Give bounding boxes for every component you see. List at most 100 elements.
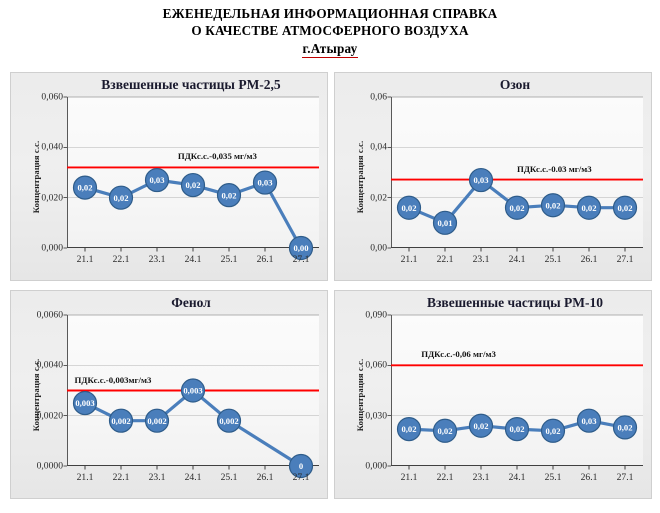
data-point-label: 0,02 [545, 426, 560, 436]
data-point-label: 0,02 [113, 193, 128, 203]
x-axis-ticks: 21.1 22.1 23.1 24.1 25.1 26.1 27.1 [67, 472, 319, 486]
chart-title: Взвешенные частицы PM-10 [426, 295, 603, 310]
charts-row-bottom: Фенол Концентрация с.с. 0,0000 0,0020 0,00… [0, 290, 660, 499]
data-point-marker[interactable] [504, 416, 530, 442]
data-point-marker[interactable] [216, 408, 242, 433]
data-point-marker[interactable] [180, 172, 206, 198]
x-tick-label: 22.1 [436, 254, 454, 265]
y-tick-label: 0,02 [370, 192, 387, 204]
x-tick-label: 27.1 [616, 472, 634, 483]
data-point-label: 0,02 [509, 424, 524, 434]
y-tick-label: 0,020 [41, 192, 63, 204]
y-tick-label: 0,000 [41, 242, 63, 254]
chart-panel-pm10: Взвешенные частицы PM-10 Концентрация с.… [334, 290, 652, 499]
data-point-marker[interactable] [72, 390, 98, 416]
data-point-marker[interactable] [180, 378, 206, 403]
data-point-marker[interactable] [144, 167, 170, 193]
data-point-marker[interactable] [504, 195, 530, 220]
x-tick-label: 24.1 [184, 472, 202, 483]
data-point-label: 0,02 [401, 424, 416, 434]
data-point-label: 0,02 [77, 183, 92, 193]
data-point-marker[interactable] [108, 408, 134, 433]
y-axis-ticks: 0,00 0,02 0,04 0,06 [339, 92, 387, 254]
data-point-marker[interactable] [216, 183, 242, 208]
limit-annotation: ПДКс.с.-0,003мг/м3 [74, 374, 152, 385]
data-point-label: 0,02 [617, 423, 632, 433]
chart-panel-pm25: Взвешенные частицы PM-2,5 Концентрация с… [10, 72, 328, 281]
data-point-marker[interactable] [468, 413, 494, 438]
plot-area: 0,003 0,002 0,002 0,003 0,002 0 [63, 314, 319, 479]
x-tick-label: 21.1 [400, 254, 418, 265]
limit-annotation: ПДКс.с.-0,06 мг/м3 [421, 349, 496, 360]
y-tick-label: 0,060 [365, 359, 387, 371]
data-point-label: 0,002 [111, 416, 130, 426]
plot-svg: 0,02 0,02 0,03 0,02 0,02 0,03 0,00 [63, 96, 319, 261]
data-point-marker[interactable] [396, 416, 422, 442]
data-point-label: 0,02 [185, 180, 200, 190]
data-point-label: 0,02 [581, 203, 596, 213]
x-tick-label: 25.1 [220, 472, 238, 483]
x-tick-label: 27.1 [292, 472, 310, 483]
plot-svg: 0,02 0,01 0,03 0,02 0,02 0,02 0,02 [387, 96, 643, 252]
x-tick-label: 26.1 [256, 472, 274, 483]
chart-panel-ozone: Озон Концентрация с.с. 0,00 0,02 0,04 0,06 … [334, 72, 652, 281]
data-point-marker[interactable] [468, 167, 494, 193]
data-point-marker[interactable] [144, 408, 170, 433]
data-point-marker[interactable] [576, 408, 602, 433]
x-tick-label: 26.1 [580, 472, 598, 483]
x-tick-label: 24.1 [508, 472, 526, 483]
x-tick-label: 24.1 [184, 254, 202, 265]
data-point-marker[interactable] [432, 418, 458, 443]
chart-title: Взвешенные частицы PM-2,5 [101, 77, 281, 92]
x-axis-ticks: 21.1 22.1 23.1 24.1 25.1 26.1 27.1 [391, 472, 643, 486]
y-tick-label: 0,090 [365, 309, 387, 321]
data-point-label: 0,02 [545, 200, 560, 210]
x-tick-label: 25.1 [544, 472, 562, 483]
data-point-marker[interactable] [108, 185, 134, 210]
y-tick-label: 0,04 [370, 141, 387, 153]
y-axis-ticks: 0,0000 0,0020 0,0040 0,0060 [15, 310, 63, 472]
x-tick-label: 22.1 [112, 472, 130, 483]
x-tick-label: 26.1 [580, 254, 598, 265]
data-point-marker[interactable] [576, 195, 602, 220]
x-tick-label: 23.1 [472, 254, 490, 265]
chart-title: Озон [499, 77, 531, 92]
y-tick-label: 0,0000 [36, 460, 63, 472]
y-axis-ticks: 0,000 0,030 0,060 0,090 [339, 310, 387, 472]
data-point-label: 0,002 [147, 416, 166, 426]
data-point-marker[interactable] [612, 415, 638, 440]
document-title-city: г.Атырау [301, 41, 359, 58]
x-axis-ticks: 21.1 22.1 23.1 24.1 25.1 26.1 27.1 [67, 254, 319, 268]
data-point-label: 0,03 [149, 175, 164, 185]
data-point-label: 0,03 [581, 416, 596, 426]
x-tick-label: 26.1 [256, 254, 274, 265]
data-point-marker[interactable] [540, 418, 566, 443]
y-tick-label: 0,0060 [36, 309, 63, 321]
x-tick-label: 23.1 [472, 472, 490, 483]
y-tick-label: 0,030 [365, 410, 387, 422]
data-point-label: 0,02 [473, 421, 488, 431]
limit-annotation: ПДКс.с.-0,035 мг/м3 [177, 151, 257, 162]
data-point-marker[interactable] [252, 170, 278, 195]
data-point-marker[interactable] [612, 195, 638, 220]
x-tick-label: 25.1 [544, 254, 562, 265]
data-point-marker[interactable] [432, 210, 458, 235]
x-axis-ticks: 21.1 22.1 23.1 24.1 25.1 26.1 27.1 [391, 254, 643, 268]
x-tick-label: 23.1 [148, 472, 166, 483]
data-point-label: 0,003 [183, 386, 202, 396]
data-point-label: 0,02 [617, 203, 632, 213]
plot-area: 0,02 0,01 0,03 0,02 0,02 0,02 0,02 [387, 96, 643, 252]
limit-annotation: ПДКс.с.-0.03 мг/м3 [517, 163, 592, 174]
chart-title: Фенол [171, 295, 211, 310]
y-tick-label: 0,06 [370, 91, 387, 103]
x-tick-label: 22.1 [112, 254, 130, 265]
data-point-label: 0,02 [401, 203, 416, 213]
data-point-label: 0,02 [437, 426, 452, 436]
data-point-marker[interactable] [288, 453, 314, 479]
data-point-marker[interactable] [72, 175, 98, 200]
x-tick-label: 22.1 [436, 472, 454, 483]
data-point-label: 0,003 [75, 398, 94, 408]
data-point-marker[interactable] [288, 235, 314, 261]
data-point-marker[interactable] [540, 193, 566, 218]
data-point-marker[interactable] [396, 195, 422, 220]
